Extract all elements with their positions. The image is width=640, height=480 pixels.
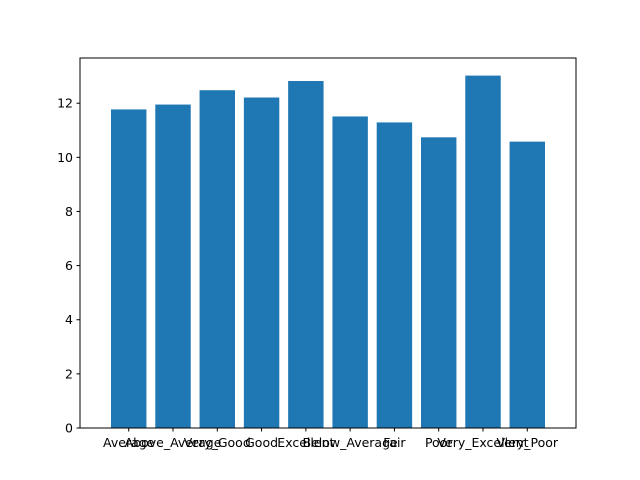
bar-excellent	[288, 81, 324, 428]
bar-above-average	[155, 104, 191, 429]
y-tick-label: 4	[65, 312, 73, 327]
y-tick-label: 12	[57, 96, 73, 111]
plot-frame	[79, 57, 577, 429]
x-tick-label: Good	[245, 435, 278, 450]
bar-fair	[376, 122, 413, 429]
x-tick-label: Very_Good	[184, 435, 251, 450]
y-tick-label: 2	[65, 366, 73, 381]
x-tick-label: Poor	[425, 435, 453, 450]
bar-good	[243, 97, 280, 429]
bar-very-poor	[509, 141, 545, 428]
bar-below-average	[332, 116, 368, 429]
y-tick-label: 6	[65, 258, 73, 273]
x-tick-label: Fair	[383, 435, 406, 450]
x-tick-label: Above_Average	[125, 435, 222, 450]
x-tick-label: Average	[103, 435, 155, 450]
x-tick-label: Excellent	[277, 435, 334, 450]
x-tick-label: Very_Excellent	[437, 435, 528, 450]
bar-poor	[421, 137, 457, 428]
x-tick-label: Below_Average	[303, 435, 399, 450]
y-tick-label: 10	[57, 150, 73, 165]
y-tick-label: 8	[65, 204, 73, 219]
bar-very-good	[199, 90, 235, 429]
x-tick-label: Very_Poor	[496, 435, 558, 450]
bar-average	[111, 109, 147, 429]
bar-very-excellent	[465, 75, 501, 428]
y-tick-label: 0	[65, 421, 73, 436]
bars-group	[111, 75, 545, 429]
